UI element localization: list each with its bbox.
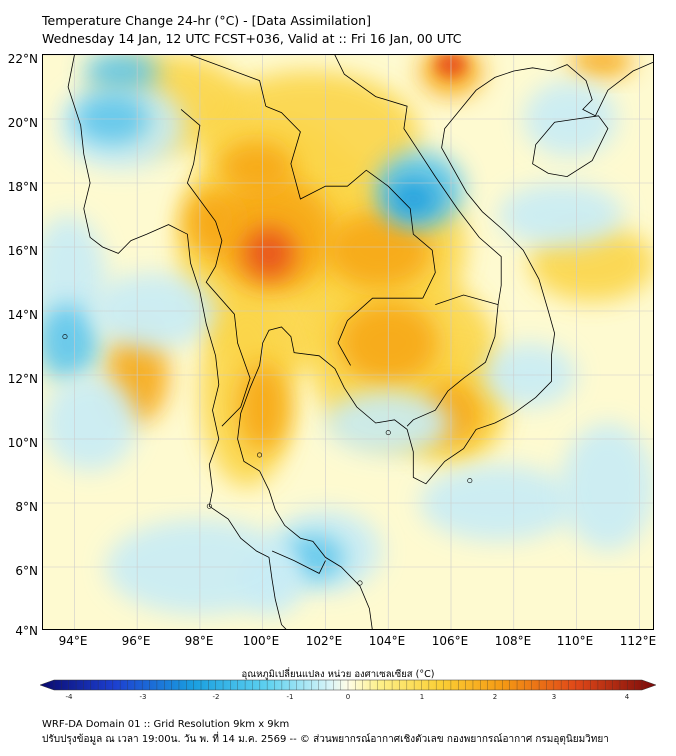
colorbar-label: อุณหภูมิเปลี่ยนแปลง หน่วย องศาเซลเซียส (… [241, 669, 435, 680]
boundary-line [190, 55, 267, 107]
temperature-anomaly-region [43, 375, 138, 471]
temperature-anomaly-region [218, 141, 295, 193]
colorbar-tick: -4 [65, 693, 73, 701]
graticule [43, 55, 653, 629]
footer-credit: ปรับปรุงข้อมูล ณ เวลา 19:00น. วัน พ. ที่… [42, 734, 609, 745]
temperature-anomaly-region [184, 189, 241, 254]
lon-label: 104°E [368, 634, 406, 648]
lat-label: 22°N [7, 52, 38, 66]
lat-label: 6°N [15, 564, 38, 578]
temperature-anomaly-region [243, 227, 295, 279]
boundary-line [265, 105, 436, 299]
temperature-anomaly-region [83, 55, 160, 91]
lon-label: 96°E [121, 634, 151, 648]
lat-label: 20°N [7, 116, 38, 130]
lat-label: 18°N [7, 180, 38, 194]
island [385, 430, 391, 436]
temperature-anomaly-region [43, 304, 100, 382]
map-subtitle: Wednesday 14 Jan, 12 UTC FCST+036, Valid… [42, 31, 462, 46]
colorbar-tick: 0 [345, 693, 351, 701]
lon-label: 102°E [305, 634, 343, 648]
boundary-line [180, 109, 251, 427]
island [257, 452, 263, 458]
temperature-anomaly-region [388, 179, 439, 219]
colorbar-tick: 4 [624, 693, 630, 701]
lon-label: 98°E [184, 634, 214, 648]
colorbar-tick: -3 [139, 693, 147, 701]
lat-label: 8°N [15, 500, 38, 514]
footer-model-info: WRF-DA Domain 01 :: Grid Resolution 9km … [42, 719, 290, 730]
lat-label: 16°N [7, 244, 38, 258]
temperature-change-map [42, 54, 654, 630]
colorbar-tick: 3 [551, 693, 557, 701]
temperature-anomaly-region [325, 211, 433, 289]
lat-label: 10°N [7, 436, 38, 450]
temperature-field [43, 55, 653, 615]
boundary-line [337, 297, 423, 366]
lon-label: 108°E [494, 634, 532, 648]
temperature-anomaly-region [498, 183, 624, 247]
colorbar-tick: -1 [286, 693, 294, 701]
boundary-line [334, 55, 502, 305]
boundary-line [67, 55, 287, 629]
island [62, 334, 68, 340]
lon-label: 110°E [556, 634, 594, 648]
island [206, 503, 212, 509]
temperature-anomaly-region [570, 55, 634, 78]
boundary-line [237, 61, 653, 629]
island [357, 580, 363, 586]
colorbar [40, 679, 656, 691]
lat-label: 4°N [15, 624, 38, 638]
lon-label: 94°E [58, 634, 88, 648]
island [467, 478, 473, 484]
boundary-line [532, 115, 609, 178]
temperature-anomaly-region [560, 423, 653, 551]
colorbar-tick: 2 [492, 693, 498, 701]
boundary-line [435, 294, 499, 305]
coastlines-borders [62, 55, 653, 629]
lon-label: 112°E [619, 634, 657, 648]
colorbar-tick: -2 [212, 693, 220, 701]
lon-label: 106°E [431, 634, 469, 648]
boundary-line [406, 304, 499, 427]
map-canvas [43, 55, 653, 629]
lon-label: 100°E [242, 634, 280, 648]
map-title: Temperature Change 24-hr (°C) - [Data As… [42, 13, 371, 28]
lat-label: 12°N [7, 372, 38, 386]
colorbar-tick: 1 [419, 693, 425, 701]
lat-label: 14°N [7, 308, 38, 322]
boundary-line [271, 550, 326, 574]
